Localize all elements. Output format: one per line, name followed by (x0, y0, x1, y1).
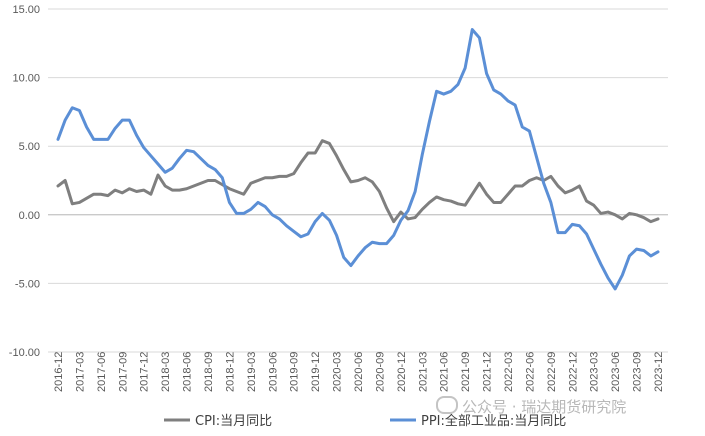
y-tick-label: 0.00 (19, 210, 40, 222)
y-tick-label: 15.00 (12, 4, 40, 16)
x-tick-label: 2018-12 (224, 352, 236, 392)
x-tick-label: 2023-12 (653, 352, 665, 392)
legend-ppi-label: PPI:全部工业品:当月同比 (421, 413, 566, 429)
x-tick-label: 2022-06 (524, 352, 536, 392)
x-tick-label: 2019-12 (310, 352, 322, 392)
legend: CPI:当月同比 PPI:全部工业品:当月同比 (164, 413, 566, 429)
x-tick-label: 2020-09 (374, 352, 386, 392)
ppi-series-line (56, 28, 660, 291)
x-tick-label: 2020-12 (396, 352, 408, 392)
x-tick-label: 2020-03 (332, 352, 344, 392)
y-axis-tick-labels: 15.00 10.00 5.00 0.00 -5.00 -10.00 (9, 4, 40, 359)
x-tick-label: 2023-06 (610, 352, 622, 392)
x-tick-label: 2017-06 (96, 352, 108, 392)
y-tick-label: 5.00 (19, 141, 40, 153)
x-tick-label: 2022-03 (503, 352, 515, 392)
wechat-icon (436, 396, 458, 414)
x-tick-label: 2021-06 (439, 352, 451, 392)
x-tick-label: 2023-09 (632, 352, 644, 392)
x-tick-label: 2019-06 (267, 352, 279, 392)
x-tick-label: 2022-09 (546, 352, 558, 392)
x-tick-label: 2018-09 (203, 352, 215, 392)
x-tick-label: 2020-06 (353, 352, 365, 392)
y-tick-label: 10.00 (12, 73, 40, 85)
y-tick-label: -10.00 (9, 347, 40, 359)
watermark-text: 公众号 · 瑞达期货研究院 (462, 398, 627, 416)
legend-cpi-label: CPI:当月同比 (195, 414, 272, 429)
x-tick-label: 2018-03 (160, 352, 172, 392)
cpi-series-line (56, 139, 660, 224)
x-tick-label: 2016-12 (53, 352, 65, 392)
x-tick-label: 2021-03 (417, 352, 429, 392)
x-tick-label: 2022-12 (567, 352, 579, 392)
x-tick-label: 2019-09 (289, 352, 301, 392)
x-tick-label: 2019-03 (246, 352, 258, 392)
x-tick-label: 2021-12 (482, 352, 494, 392)
x-tick-label: 2017-09 (117, 352, 129, 392)
series-lines (56, 28, 660, 291)
x-tick-label: 2018-06 (182, 352, 194, 392)
x-tick-label: 2023-03 (589, 352, 601, 392)
watermark: 公众号 · 瑞达期货研究院 (436, 396, 626, 417)
x-tick-label: 2017-12 (139, 352, 151, 392)
x-tick-label: 2021-09 (460, 352, 472, 392)
y-tick-label: -5.00 (15, 278, 40, 290)
x-axis: 2016-12 2017-03 2017-06 2017-09 2017-12 2018-… (48, 214, 668, 392)
x-tick-label: 2017-03 (74, 352, 86, 392)
